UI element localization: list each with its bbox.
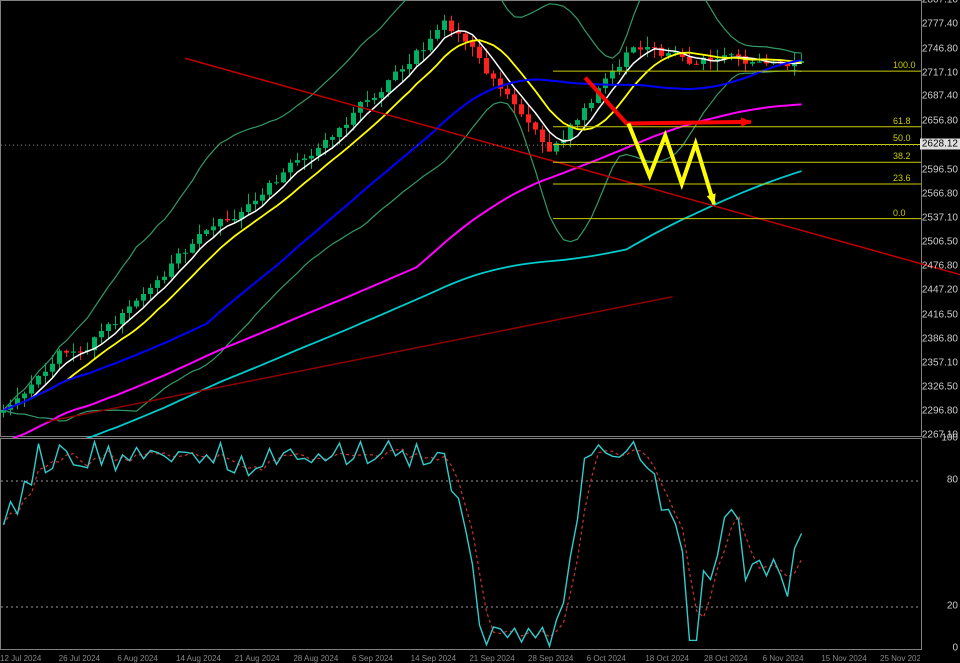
oscillator-axis-label: 100 [941,433,958,444]
time-axis-label: 6 Sep 2024 [352,654,393,663]
price-axis-label: 2777.40 [922,18,958,29]
oscillator-panel[interactable] [0,438,922,650]
time-axis-label: 18 Oct 2024 [645,654,689,663]
current-price-label: 2628.12 [920,139,960,150]
time-axis-label: 15 Nov 2024 [821,654,866,663]
fib-level-label: 100.0 [893,60,916,70]
price-axis-label: 2717.10 [922,67,958,78]
time-axis: 12 Jul 2024 26 Jul 2024 6 Aug 2024 14 Aug 2… [0,649,920,663]
price-axis-label: 2416.50 [922,309,958,320]
time-axis-label: 26 Jul 2024 [59,654,100,663]
oscillator-axis-label: 0 [952,643,958,654]
price-axis-label: 2326.50 [922,382,958,393]
time-axis-label: 6 Aug 2024 [117,654,157,663]
price-axis-label: 2296.80 [922,406,958,417]
time-axis-label: 21 Aug 2024 [235,654,280,663]
time-axis-label: 28 Sep 2024 [528,654,573,663]
price-axis-label: 2506.50 [922,237,958,248]
price-axis-label: 2687.40 [922,91,958,102]
price-axis-label: 2746.80 [922,43,958,54]
fib-level-label: 38.2 [893,151,911,161]
time-axis-label: 21 Sep 2024 [469,654,514,663]
time-axis-label: 25 Nov 2024 [880,654,920,663]
price-axis-label: 2807.10 [922,0,958,6]
price-panel[interactable]: 100.0 61.8 50.0 38.2 23.6 0.0 [0,0,922,437]
price-axis: 2807.10 2777.40 2746.80 2717.10 2687.40 2656.… [920,0,960,648]
time-axis-label: 6 Nov 2024 [763,654,804,663]
price-axis-label: 2357.10 [922,357,958,368]
fib-level-label: 61.8 [893,116,911,126]
price-axis-label: 2476.80 [922,261,958,272]
price-axis-label: 2596.50 [922,164,958,175]
price-axis-label: 2566.80 [922,188,958,199]
price-axis-label: 2447.20 [922,284,958,295]
time-axis-label: 28 Oct 2024 [704,654,748,663]
price-axis-label: 2656.80 [922,116,958,127]
fib-level-label: 23.6 [893,173,911,183]
time-axis-label: 28 Aug 2024 [293,654,338,663]
time-axis-label: 12 Jul 2024 [0,654,41,663]
oscillator-axis-label: 80 [947,475,958,486]
price-axis-label: 2386.80 [922,333,958,344]
time-axis-label: 14 Aug 2024 [176,654,221,663]
time-axis-label: 6 Oct 2024 [587,654,626,663]
oscillator-axis-label: 20 [947,601,958,612]
time-axis-label: 14 Sep 2024 [411,654,456,663]
fib-level-label: 50.0 [893,133,911,143]
fib-level-label: 0.0 [893,208,906,218]
price-axis-label: 2537.10 [922,212,958,223]
chart-container: 100.061.850.038.223.60.0 2807.102777.402… [0,0,960,663]
